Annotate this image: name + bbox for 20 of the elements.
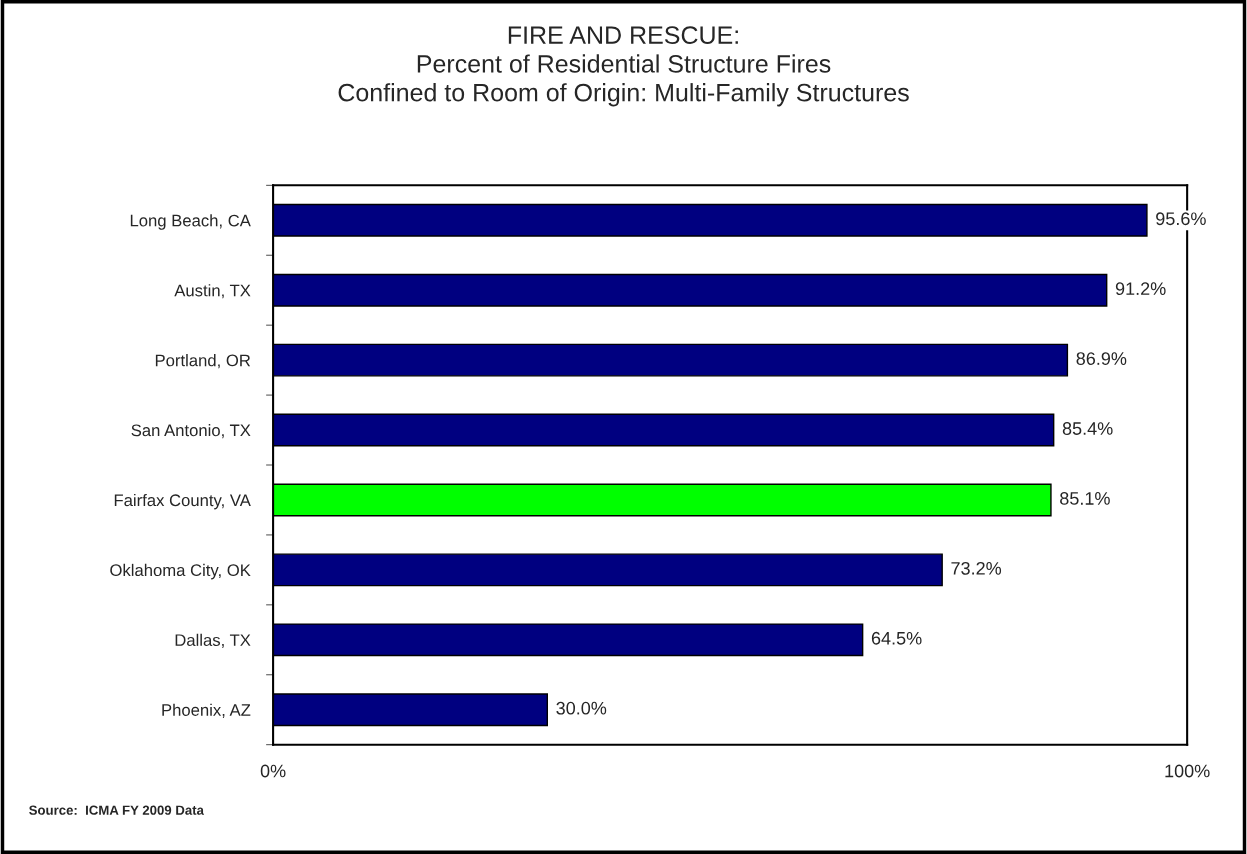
data-label: 95.6% <box>1156 212 1206 226</box>
y-tick-label: Oklahoma City, OK <box>110 563 251 580</box>
data-label: 30.0% <box>556 701 607 715</box>
chart-title: FIRE AND RESCUE: Percent of Residential Structure Fires Confined to Room of Origin: Multi-Family Structures <box>338 26 909 107</box>
source-note: Source: ICMA FY 2009 Data <box>29 805 205 815</box>
y-tick-label: Phoenix, AZ <box>162 703 251 718</box>
y-tick-label: Portland, OR <box>155 354 251 369</box>
y-tick-label: Austin, TX <box>174 284 251 299</box>
data-label: 85.4% <box>1062 422 1113 435</box>
x-tick-label: 100% <box>1165 764 1210 778</box>
data-label: 73.2% <box>951 561 1002 575</box>
data-label: 91.2% <box>1115 282 1166 296</box>
x-tick-label: 0% <box>260 764 286 778</box>
y-tick-label: Dallas, TX <box>175 633 251 648</box>
data-label: 86.9% <box>1076 352 1127 365</box>
data-label: 85.1% <box>1060 492 1110 505</box>
y-tick-label: Long Beach, CA <box>130 214 251 230</box>
y-tick-label: Fairfax County, VA <box>114 493 251 510</box>
y-tick-label: San Antonio, TX <box>131 424 251 439</box>
data-label: 64.5% <box>871 631 922 645</box>
